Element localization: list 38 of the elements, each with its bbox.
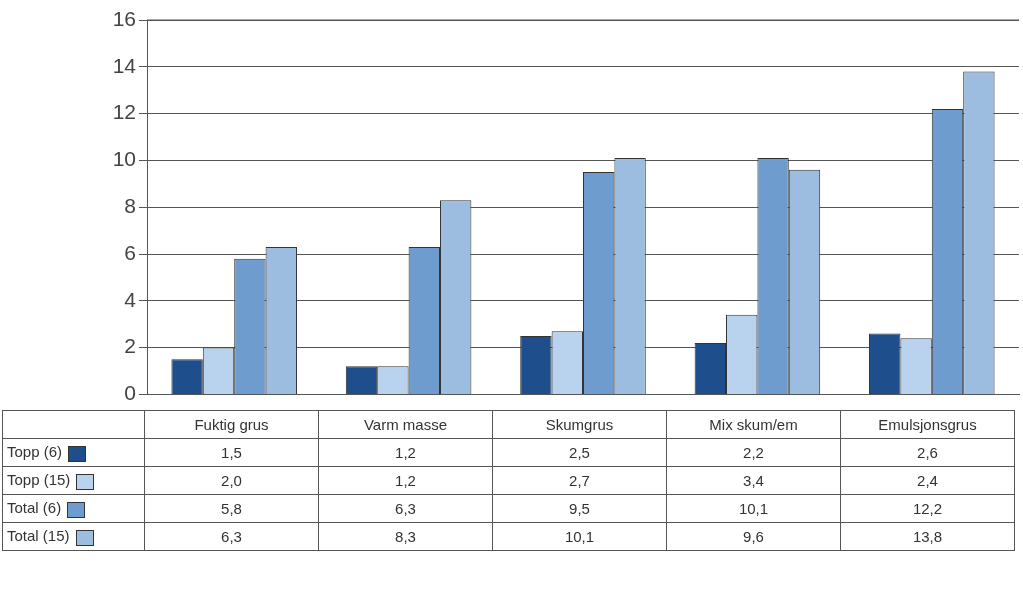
legend-label: Topp (6) [7,443,63,461]
y-tick-label: 6 [124,240,136,264]
data-label: 2,0 [144,466,319,495]
data-label: 6,3 [144,522,319,551]
data-label: 8,3 [318,522,493,551]
x-tick-label: Varm masse [318,410,493,439]
y-tick-label: 16 [112,6,136,30]
data-label: 2,7 [492,466,667,495]
legend-label: Topp (15) [7,471,71,489]
y-tick-label: 10 [112,147,136,171]
y-tick-label: 14 [112,53,137,77]
data-label: 1,2 [318,438,493,467]
y-tick-label: 0 [124,381,136,405]
x-tick-label: Emulsjonsgrus [840,410,1015,439]
data-label: 13,8 [840,522,1015,551]
data-label: 12,2 [840,494,1015,523]
data-label: 6,3 [318,494,493,523]
x-tick-label: Mix skum/em [666,410,841,439]
data-label: 5,8 [144,494,319,523]
data-label: 1,5 [144,438,319,467]
data-label: 3,4 [666,466,841,495]
data-label: 2,6 [840,438,1015,467]
legend-label: Total (15) [7,527,70,545]
data-label: 2,2 [666,438,841,467]
x-tick-label: Fuktig grus [144,410,319,439]
y-tick-label: 2 [124,334,136,358]
data-label: 2,4 [840,466,1015,495]
legend-label: Total (6) [7,499,62,517]
data-label: 10,1 [492,522,667,551]
y-tick-label: 12 [112,100,136,124]
data-label: 1,2 [318,466,493,495]
data-label: 10,1 [666,494,841,523]
data-label: 2,5 [492,438,667,467]
y-tick-label: 4 [124,287,137,311]
x-tick-label: Skumgrus [492,410,667,439]
y-tick-label: 8 [124,194,136,217]
data-label: 9,5 [492,494,667,523]
data-label: 9,6 [666,522,841,551]
